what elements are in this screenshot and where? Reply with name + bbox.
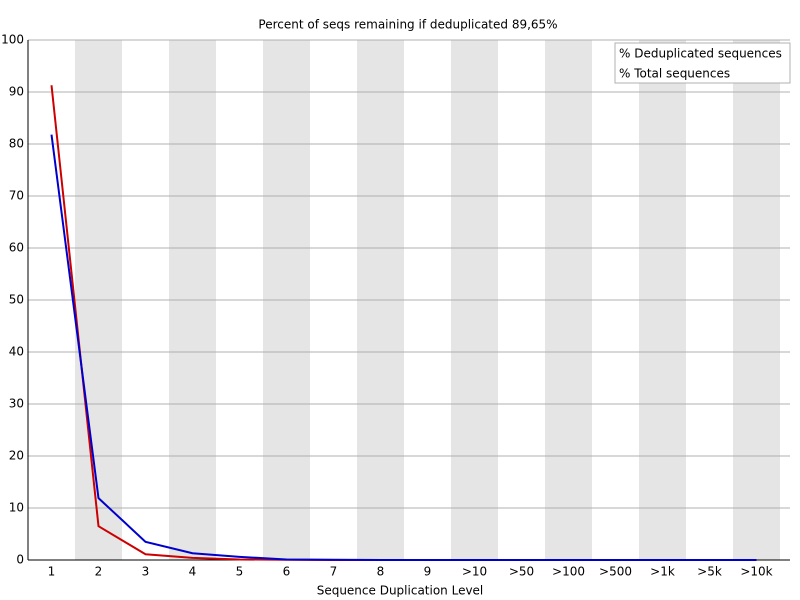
x-axis-label: Sequence Duplication Level <box>317 584 484 598</box>
x-tick-label: >1k <box>650 565 675 579</box>
y-tick-label: 30 <box>9 397 24 411</box>
x-tick-label: >500 <box>599 565 632 579</box>
x-tick-label: >100 <box>552 565 585 579</box>
y-tick-label: 10 <box>9 501 24 515</box>
y-tick-label: 100 <box>1 33 24 47</box>
x-tick-label: 1 <box>48 565 56 579</box>
y-tick-label: 80 <box>9 137 24 151</box>
legend-box <box>614 42 791 84</box>
x-tick-label: >10k <box>740 565 772 579</box>
y-tick-label: 40 <box>9 345 24 359</box>
y-tick-label: 60 <box>9 241 24 255</box>
x-tick-label: >5k <box>697 565 722 579</box>
y-tick-label: 70 <box>9 189 24 203</box>
x-tick-label: 8 <box>377 565 385 579</box>
y-tick-label: 90 <box>9 85 24 99</box>
legend-label: % Deduplicated sequences <box>619 47 782 61</box>
x-tick-label: 7 <box>330 565 338 579</box>
x-tick-label: 4 <box>189 565 197 579</box>
y-tick-label: 0 <box>16 553 24 567</box>
x-tick-label: >50 <box>509 565 534 579</box>
x-tick-label: >10 <box>462 565 487 579</box>
y-tick-label: 20 <box>9 449 24 463</box>
legend-label: % Total sequences <box>619 67 730 81</box>
y-tick-label: 50 <box>9 293 24 307</box>
x-tick-label: 5 <box>236 565 244 579</box>
x-tick-label: 9 <box>424 565 432 579</box>
x-tick-label: 6 <box>283 565 291 579</box>
chart-title: Percent of seqs remaining if deduplicate… <box>258 18 557 32</box>
x-tick-label: 2 <box>95 565 103 579</box>
x-tick-label: 3 <box>142 565 150 579</box>
data-line <box>50 134 757 561</box>
